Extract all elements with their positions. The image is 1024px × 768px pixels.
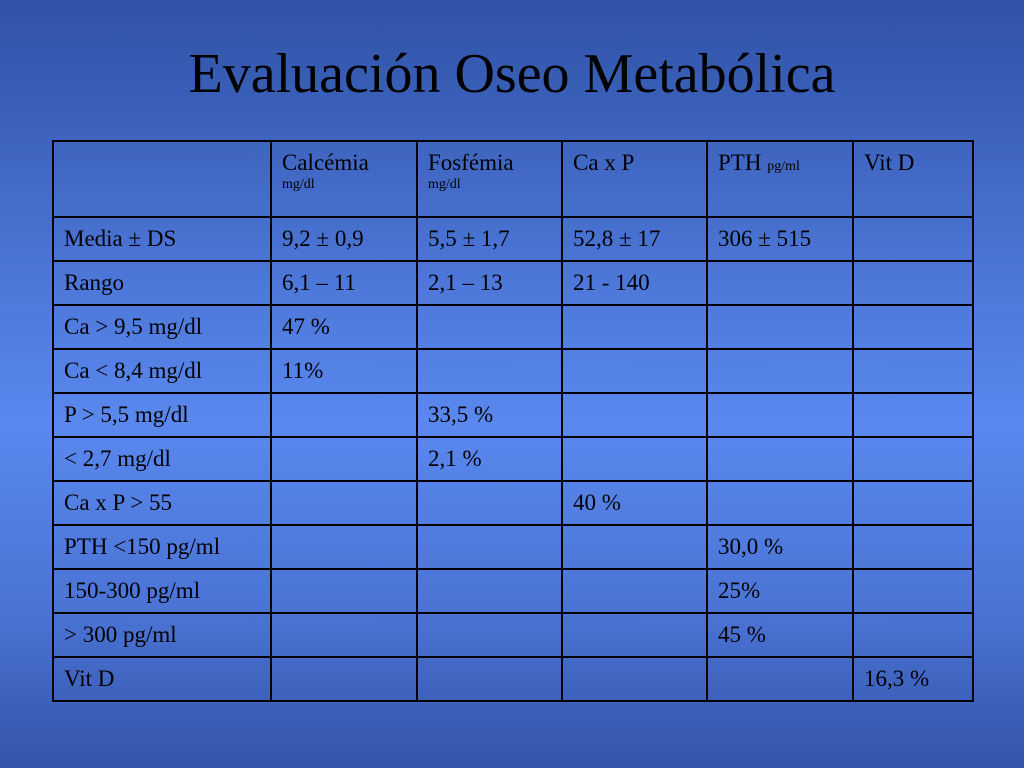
table-cell bbox=[706, 392, 854, 438]
table-cell bbox=[852, 260, 974, 306]
data-table: Calcémia mg/dl Fosfémia mg/dl Ca x P PTH pg/m… bbox=[52, 140, 974, 702]
table-cell bbox=[270, 568, 418, 614]
row-label: Media ± DS bbox=[52, 216, 272, 262]
row-label: Vit D bbox=[52, 656, 272, 702]
table-row: Rango 6,1 – 11 2,1 – 13 21 - 140 bbox=[52, 260, 974, 306]
table-row: PTH <150 pg/ml 30,0 % bbox=[52, 524, 974, 570]
row-label: Ca > 9,5 mg/dl bbox=[52, 304, 272, 350]
column-header-unit: pg/ml bbox=[767, 159, 800, 174]
row-label: Rango bbox=[52, 260, 272, 306]
table-cell bbox=[706, 436, 854, 482]
table-cell bbox=[416, 304, 563, 350]
table-cell bbox=[852, 392, 974, 438]
table-cell bbox=[706, 480, 854, 526]
table-cell: 52,8 ± 17 bbox=[561, 216, 708, 262]
table-cell bbox=[561, 656, 708, 702]
table-cell bbox=[270, 612, 418, 658]
table-row: Ca > 9,5 mg/dl 47 % bbox=[52, 304, 974, 350]
table-cell bbox=[706, 260, 854, 306]
table-cell: 21 - 140 bbox=[561, 260, 708, 306]
column-header-label: Calcémia bbox=[282, 150, 369, 175]
column-header: Calcémia mg/dl bbox=[270, 140, 418, 218]
table-body: Calcémia mg/dl Fosfémia mg/dl Ca x P PTH pg/m… bbox=[52, 140, 974, 702]
column-header-unit: mg/dl bbox=[282, 177, 315, 192]
table-cell: 2,1 – 13 bbox=[416, 260, 563, 306]
table-cell bbox=[270, 656, 418, 702]
table-cell bbox=[561, 436, 708, 482]
table-cell bbox=[852, 436, 974, 482]
table-cell bbox=[416, 656, 563, 702]
table-cell bbox=[852, 568, 974, 614]
table-cell bbox=[416, 524, 563, 570]
table-header-row: Calcémia mg/dl Fosfémia mg/dl Ca x P PTH pg/m… bbox=[52, 140, 974, 218]
table-cell bbox=[561, 392, 708, 438]
table-cell bbox=[270, 524, 418, 570]
row-label: < 2,7 mg/dl bbox=[52, 436, 272, 482]
table-cell: 6,1 – 11 bbox=[270, 260, 418, 306]
table-cell bbox=[852, 612, 974, 658]
table-cell bbox=[852, 480, 974, 526]
row-label: Ca x P > 55 bbox=[52, 480, 272, 526]
table-row: P > 5,5 mg/dl 33,5 % bbox=[52, 392, 974, 438]
row-label: > 300 pg/ml bbox=[52, 612, 272, 658]
table-cell bbox=[561, 612, 708, 658]
table-cell: 47 % bbox=[270, 304, 418, 350]
table-cell: 45 % bbox=[706, 612, 854, 658]
table-cell bbox=[706, 656, 854, 702]
table-cell: 5,5 ± 1,7 bbox=[416, 216, 563, 262]
column-header: Ca x P bbox=[561, 140, 708, 218]
column-header bbox=[52, 140, 272, 218]
column-header: Fosfémia mg/dl bbox=[416, 140, 563, 218]
column-header-label: Ca x P bbox=[573, 150, 635, 175]
table-cell bbox=[706, 348, 854, 394]
slide-title: Evaluación Oseo Metabólica bbox=[188, 43, 836, 105]
table-cell: 16,3 % bbox=[852, 656, 974, 702]
table-row: Ca < 8,4 mg/dl 11% bbox=[52, 348, 974, 394]
table-cell: 2,1 % bbox=[416, 436, 563, 482]
column-header-label: PTH bbox=[718, 150, 762, 175]
row-label: Ca < 8,4 mg/dl bbox=[52, 348, 272, 394]
table-cell bbox=[416, 612, 563, 658]
row-label: P > 5,5 mg/dl bbox=[52, 392, 272, 438]
table-cell: 25% bbox=[706, 568, 854, 614]
table-cell bbox=[416, 568, 563, 614]
table-cell bbox=[270, 392, 418, 438]
column-header-label: Vit D bbox=[864, 150, 915, 175]
table-row: < 2,7 mg/dl 2,1 % bbox=[52, 436, 974, 482]
table-cell bbox=[852, 304, 974, 350]
table-row: Ca x P > 55 40 % bbox=[52, 480, 974, 526]
table-row: Media ± DS 9,2 ± 0,9 5,5 ± 1,7 52,8 ± 17 306… bbox=[52, 216, 974, 262]
table-cell: 40 % bbox=[561, 480, 708, 526]
table-row: Vit D 16,3 % bbox=[52, 656, 974, 702]
table-cell bbox=[561, 568, 708, 614]
table-row: > 300 pg/ml 45 % bbox=[52, 612, 974, 658]
table-cell bbox=[561, 348, 708, 394]
table-cell bbox=[561, 304, 708, 350]
table-cell bbox=[270, 480, 418, 526]
table-cell bbox=[706, 304, 854, 350]
table-cell: 306 ± 515 bbox=[706, 216, 854, 262]
table-cell: 9,2 ± 0,9 bbox=[270, 216, 418, 262]
table-cell bbox=[852, 348, 974, 394]
table-row: 150-300 pg/ml 25% bbox=[52, 568, 974, 614]
table-cell: 30,0 % bbox=[706, 524, 854, 570]
table-cell: 33,5 % bbox=[416, 392, 563, 438]
table-cell bbox=[852, 216, 974, 262]
table-cell: 11% bbox=[270, 348, 418, 394]
row-label: PTH <150 pg/ml bbox=[52, 524, 272, 570]
column-header-unit: mg/dl bbox=[428, 177, 461, 192]
table-cell bbox=[270, 436, 418, 482]
table-cell bbox=[852, 524, 974, 570]
table-cell bbox=[416, 348, 563, 394]
table-cell bbox=[416, 480, 563, 526]
table-cell bbox=[561, 524, 708, 570]
column-header: Vit D bbox=[852, 140, 974, 218]
row-label: 150-300 pg/ml bbox=[52, 568, 272, 614]
column-header-label: Fosfémia bbox=[428, 150, 514, 175]
column-header: PTH pg/ml bbox=[706, 140, 854, 218]
